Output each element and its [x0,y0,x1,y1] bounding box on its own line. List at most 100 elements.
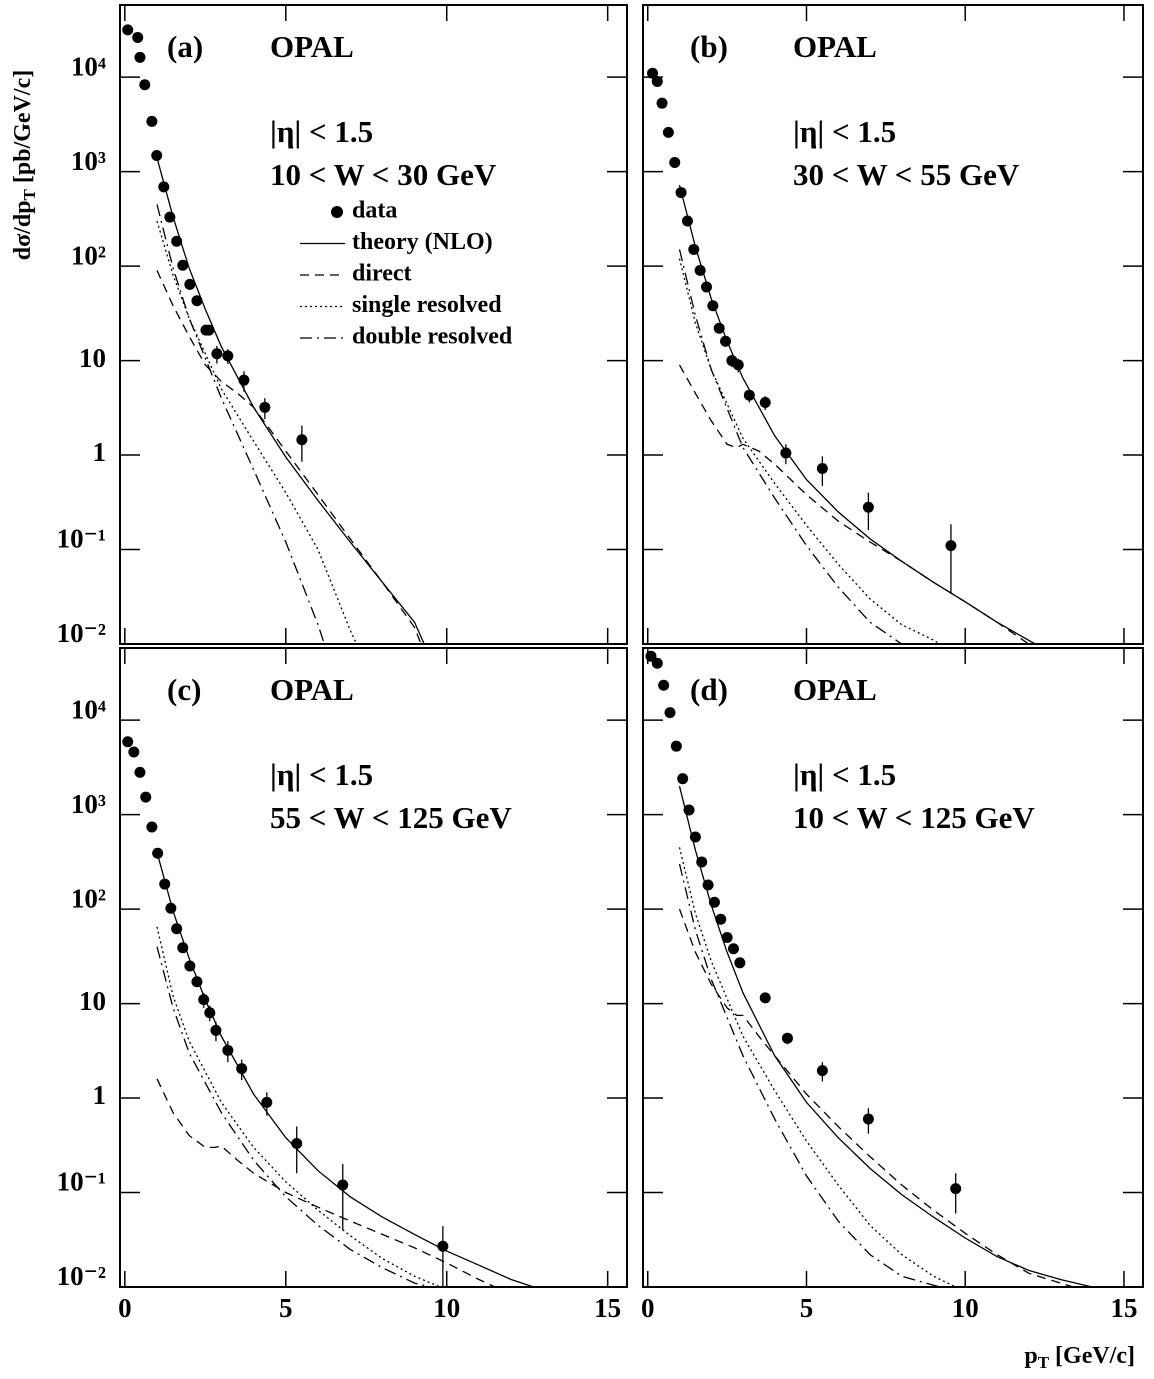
data-point [658,679,670,691]
data-point [296,434,308,446]
x-tick-label: 5 [800,1293,814,1323]
data-point [743,389,755,401]
data-point [122,24,134,36]
data-point [727,943,739,955]
data-point [950,1183,962,1195]
y-tick-label: 10⁻² [57,618,106,648]
data-point [715,913,727,925]
curve-dashed [156,270,422,644]
y-tick-label: 10² [71,883,106,913]
data-point [669,156,681,168]
y-tick-label: 10 [79,343,106,373]
panel-label: (b) [690,29,728,64]
x-axis-label-sub: T [1038,1353,1050,1372]
curve-dashdot [678,863,940,1287]
legend-swatch [331,206,343,218]
y-axis-label-part: dσ/dp [10,200,36,260]
x-axis-label-part: [GeV/c] [1055,1343,1135,1369]
y-tick-label: 10⁴ [71,694,106,724]
x-tick-label: 5 [279,1293,293,1323]
data-point [651,75,663,87]
data-point [146,821,158,833]
y-tick-label: 10² [71,240,106,270]
curve-dotted [678,847,956,1287]
y-tick-label: 1 [93,437,107,467]
curve-dotted [156,220,358,644]
plot-frame [642,647,1144,1288]
x-tick-label: 0 [641,1293,655,1323]
annotation: |η| < 1.5 [270,114,373,149]
y-tick-label: 10³ [71,146,106,176]
data-point [177,259,189,271]
data-point [781,1032,793,1044]
annotation: |η| < 1.5 [793,757,896,792]
data-point [151,150,163,162]
curve-solid [678,184,1036,644]
data-point [816,1065,828,1077]
data-point [191,295,203,307]
data-point [656,97,668,109]
data-point [159,878,171,890]
panel [645,650,1093,1287]
y-tick-label: 10⁻¹ [57,1167,106,1197]
x-axis-label-part: p [1024,1343,1037,1369]
curve-dashdot [156,946,431,1287]
annotation: |η| < 1.5 [270,757,373,792]
data-point [651,657,663,669]
data-point [259,401,271,413]
data-point [862,1113,874,1125]
data-point [664,707,676,719]
data-point [291,1138,303,1150]
data-point [210,1024,222,1036]
curve-dashed [156,1078,496,1287]
y-tick-label: 10⁴ [71,51,106,81]
panel-title: OPAL [793,672,877,707]
y-tick-label: 10⁻² [57,1261,106,1291]
plot-frame [119,647,628,1288]
legend-label: direct [352,261,412,287]
data-point [236,1063,248,1075]
curve-dashed [678,364,1030,644]
plot-frame [642,4,1144,645]
annotation: 30 < W < 55 GeV [793,157,1020,192]
data-point [128,746,140,758]
y-tick-label: 10⁻¹ [57,524,106,554]
data-point [184,278,196,290]
data-point [681,215,693,227]
panel [647,67,1036,644]
curve-dashdot [156,204,326,644]
data-point [139,79,151,91]
curve-solid [678,786,1093,1287]
annotation: 10 < W < 125 GeV [793,800,1035,835]
curve-solid [156,852,534,1287]
x-axis-label: pT [GeV/c] [1024,1343,1135,1372]
legend-label: single resolved [352,292,502,318]
y-tick-label: 10³ [71,789,106,819]
plot-frame [119,4,628,645]
data-point [662,126,674,138]
data-point [647,67,659,79]
x-tick-label: 0 [118,1293,132,1323]
panel-title: OPAL [270,29,354,64]
data-point [140,791,152,803]
y-tick-label: 1 [93,1080,107,1110]
data-point [134,766,146,778]
data-point [945,540,957,552]
panel-label: (a) [167,29,203,64]
y-tick-label: 10 [79,986,106,1016]
data-point [238,374,250,386]
data-point [816,463,828,475]
curve-dashed [678,908,1074,1287]
data-point [759,992,771,1004]
x-tick-label: 15 [594,1293,621,1323]
curve-dotted [156,926,441,1287]
data-point [700,281,712,293]
data-point [670,740,682,752]
data-point [146,115,158,127]
data-point [158,181,170,193]
panel-label: (c) [167,672,201,707]
data-point [734,957,746,969]
data-point [177,942,189,954]
